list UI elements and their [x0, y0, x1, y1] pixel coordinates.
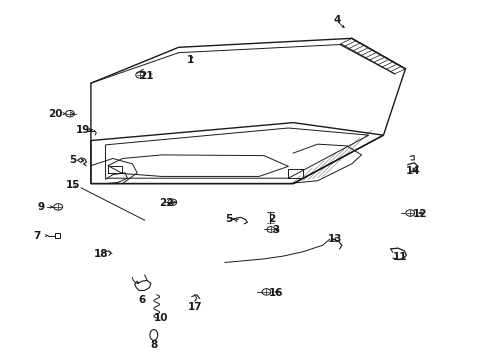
- Text: 1: 1: [187, 55, 194, 65]
- Text: 14: 14: [405, 166, 419, 176]
- Text: 13: 13: [327, 234, 341, 244]
- Text: 8: 8: [150, 340, 158, 350]
- Text: 20: 20: [48, 109, 62, 119]
- Text: 21: 21: [139, 71, 153, 81]
- Text: 3: 3: [272, 225, 279, 235]
- Text: 18: 18: [93, 248, 108, 258]
- Text: 5: 5: [225, 215, 232, 224]
- Text: 5: 5: [69, 155, 76, 165]
- Text: 16: 16: [268, 288, 283, 298]
- Text: 7: 7: [34, 231, 41, 240]
- Text: 17: 17: [187, 302, 202, 312]
- Text: 2: 2: [267, 215, 274, 224]
- Text: 10: 10: [153, 313, 167, 323]
- Text: 4: 4: [333, 15, 340, 26]
- Text: 15: 15: [65, 180, 80, 190]
- Text: 12: 12: [412, 209, 427, 219]
- Text: 22: 22: [159, 198, 173, 208]
- Text: 19: 19: [75, 125, 90, 135]
- Text: 9: 9: [37, 202, 44, 212]
- Text: 6: 6: [138, 295, 145, 305]
- Text: 11: 11: [392, 252, 407, 262]
